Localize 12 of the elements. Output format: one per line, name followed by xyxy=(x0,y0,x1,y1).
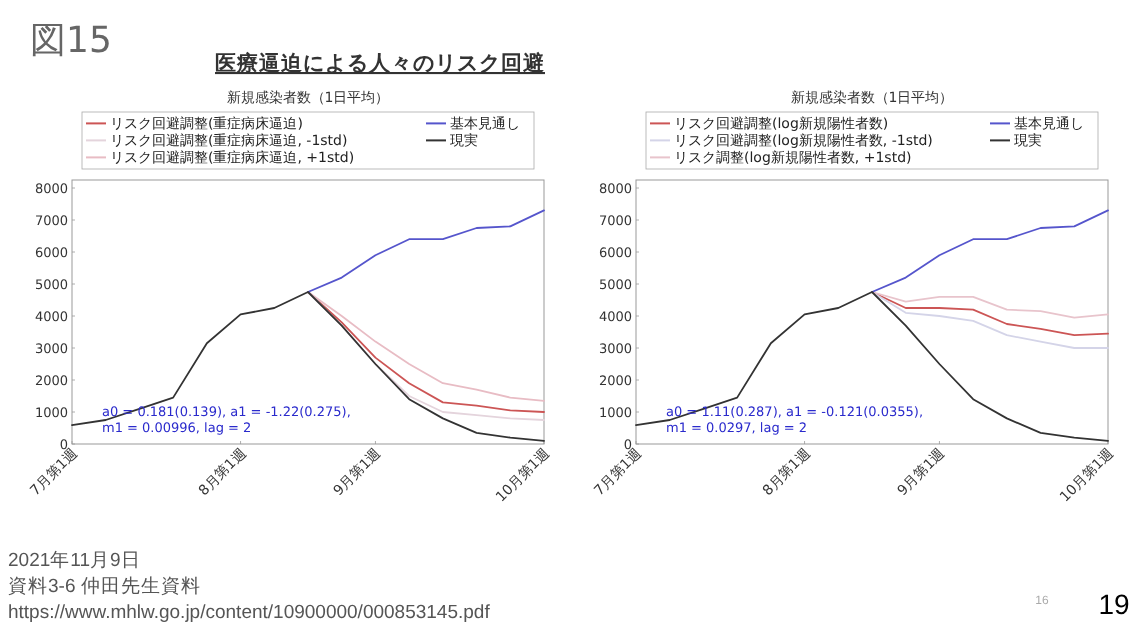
line-series xyxy=(71,291,545,442)
line-series xyxy=(307,209,545,293)
text: 19 xyxy=(1098,588,1130,620)
line-series xyxy=(871,291,1109,349)
line-series xyxy=(635,291,1109,442)
text: 資料3-6 仲田先生資料 xyxy=(8,574,201,598)
line-series xyxy=(871,291,1109,319)
text: https://www.mhlw.go.jp/content/10900000/000853145.pdf xyxy=(8,602,491,624)
text: 医療逼迫による人々のリスク回避 xyxy=(215,50,545,76)
text: 図15 xyxy=(30,20,112,62)
line-series xyxy=(871,209,1109,293)
text: 2021年11月9日 xyxy=(8,548,141,572)
